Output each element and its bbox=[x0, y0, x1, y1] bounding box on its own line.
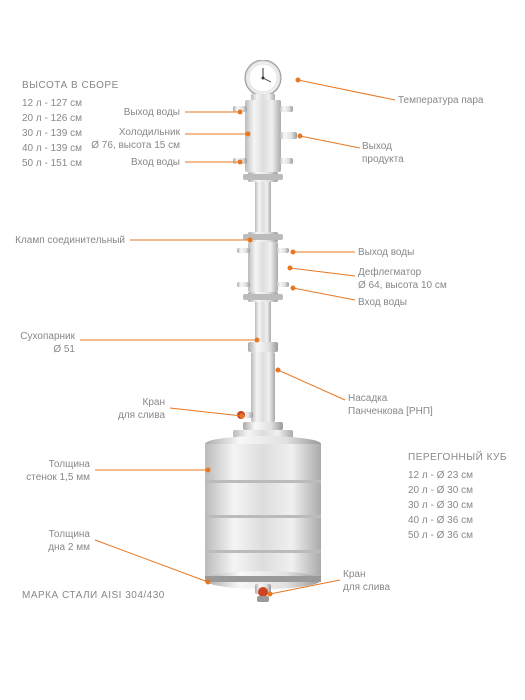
spec-row: 40 л - Ø 36 см bbox=[408, 513, 473, 528]
label-water-out-2: Выход воды bbox=[358, 246, 414, 259]
cube-heading: ПЕРЕГОННЫЙ КУБ bbox=[408, 452, 507, 463]
label-clamp: Кламп соединительный bbox=[15, 234, 125, 247]
spec-row: 40 л - 139 см bbox=[22, 141, 82, 156]
spec-row: 50 л - 151 см bbox=[22, 156, 82, 171]
label-cooler: Холодильник Ø 76, высота 15 см bbox=[91, 126, 180, 152]
spec-row: 20 л - Ø 30 см bbox=[408, 483, 473, 498]
label-panchenkov: Насадка Панченкова [РНП] bbox=[348, 392, 433, 418]
label-drain-tap-1: Кран для слива bbox=[118, 396, 165, 422]
spec-row: 20 л - 126 см bbox=[22, 111, 82, 126]
label-steam-temp: Температура пара bbox=[398, 94, 483, 107]
label-wall-thickness: Толщина стенок 1,5 мм bbox=[26, 458, 90, 484]
label-water-in-1: Вход воды bbox=[131, 156, 180, 169]
spec-row: 12 л - 127 см bbox=[22, 96, 82, 111]
height-spec-list: 12 л - 127 см 20 л - 126 см 30 л - 139 с… bbox=[22, 96, 82, 171]
spec-row: 30 л - 139 см bbox=[22, 126, 82, 141]
cube-spec-list: 12 л - Ø 23 см 20 л - Ø 30 см 30 л - Ø 3… bbox=[408, 468, 473, 543]
assembled-height-heading: ВЫСОТА В СБОРЕ bbox=[22, 80, 119, 91]
label-water-in-2: Вход воды bbox=[358, 296, 407, 309]
label-dry-steamer: Сухопарник Ø 51 bbox=[20, 330, 75, 356]
label-water-out-1: Выход воды bbox=[124, 106, 180, 119]
spec-row: 50 л - Ø 36 см bbox=[408, 528, 473, 543]
spec-row: 30 л - Ø 30 см bbox=[408, 498, 473, 513]
label-deflegmator: Дефлегматор Ø 64, высота 10 см bbox=[358, 266, 447, 292]
label-product-out: Выход продукта bbox=[362, 140, 404, 166]
steel-grade-heading: МАРКА СТАЛИ AISI 304/430 bbox=[22, 590, 165, 601]
spec-row: 12 л - Ø 23 см bbox=[408, 468, 473, 483]
label-drain-tap-2: Кран для слива bbox=[343, 568, 390, 594]
label-bottom-thickness: Толщина дна 2 мм bbox=[48, 528, 90, 554]
